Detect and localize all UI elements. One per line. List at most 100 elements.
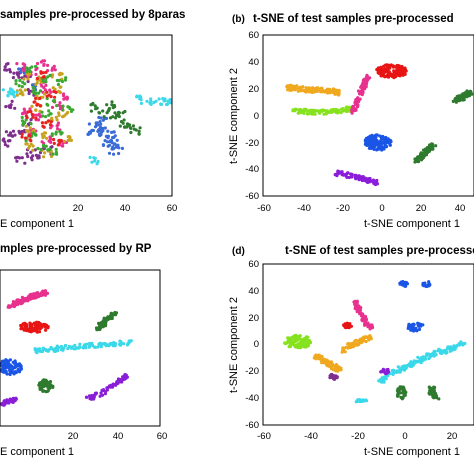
scatter-point-p2-c1 xyxy=(21,323,25,327)
panel-c-axes xyxy=(0,269,161,427)
scatter-point-p2-c4 xyxy=(8,358,12,362)
scatter-point-p0-c3 xyxy=(34,108,38,112)
scatter-point-p1-c1 xyxy=(319,109,323,113)
scatter-point-p3-c6 xyxy=(440,350,444,354)
scatter-point-p2-c3 xyxy=(126,342,130,346)
scatter-point-p3-c6 xyxy=(432,349,436,353)
scatter-point-p3-c9 xyxy=(423,282,427,286)
panel-d-xtick: -20 xyxy=(351,431,365,442)
scatter-point-p2-c4 xyxy=(7,366,11,370)
scatter-point-p0-c6 xyxy=(138,126,142,130)
panel-a-axes xyxy=(0,34,173,197)
scatter-point-p0-c4 xyxy=(54,147,58,151)
panel-b-label: (b) xyxy=(232,14,245,25)
scatter-point-p2-c7 xyxy=(10,400,14,404)
scatter-point-p0-c7 xyxy=(159,102,164,106)
scatter-point-p3-c1 xyxy=(363,322,367,326)
scatter-point-p0-c4 xyxy=(25,69,29,74)
scatter-point-p3-c3 xyxy=(339,368,343,372)
scatter-point-p1-c3 xyxy=(379,74,383,78)
scatter-point-p2-c0 xyxy=(43,289,48,293)
scatter-point-p0-c3 xyxy=(62,139,66,143)
scatter-point-p0-c7 xyxy=(168,101,173,105)
panel-a-xtick: 20 xyxy=(73,203,84,214)
scatter-point-p3-c1 xyxy=(356,309,360,313)
scatter-point-p3-c6 xyxy=(381,378,385,383)
scatter-point-p0-c0 xyxy=(8,139,12,143)
scatter-point-p3-c6 xyxy=(416,359,420,363)
scatter-point-p1-c2 xyxy=(358,90,363,94)
scatter-point-p1-c2 xyxy=(351,104,355,108)
scatter-point-p1-c6 xyxy=(345,175,349,179)
scatter-point-p1-c4 xyxy=(388,142,392,146)
scatter-point-p0-c0 xyxy=(3,68,7,72)
scatter-point-p2-c3 xyxy=(41,346,45,350)
scatter-point-p3-c1 xyxy=(353,305,358,309)
scatter-point-p0-c2 xyxy=(65,97,69,101)
scatter-point-p0-c5 xyxy=(59,138,63,143)
scatter-point-p1-c7 xyxy=(466,93,470,97)
scatter-point-p1-c5 xyxy=(419,151,423,155)
scatter-point-p0-c0 xyxy=(34,153,39,157)
scatter-point-p0-c6 xyxy=(90,102,95,106)
scatter-point-p2-c1 xyxy=(37,323,41,327)
scatter-point-p2-c3 xyxy=(99,345,103,349)
scatter-point-p3-c6 xyxy=(405,364,409,368)
scatter-point-p1-c4 xyxy=(368,145,372,149)
scatter-point-p0-c7 xyxy=(139,101,143,105)
scatter-point-p1-c7 xyxy=(461,98,465,102)
scatter-point-p1-c6 xyxy=(375,182,379,186)
scatter-point-p0-c1 xyxy=(115,145,119,149)
scatter-point-p0-c5 xyxy=(25,116,29,120)
scatter-point-p2-c3 xyxy=(119,340,123,344)
scatter-point-p0-c3 xyxy=(50,154,54,159)
scatter-point-p1-c6 xyxy=(357,175,361,179)
scatter-point-p2-c6 xyxy=(85,395,89,399)
scatter-point-p1-c5 xyxy=(434,144,438,148)
scatter-point-p2-c0 xyxy=(17,298,21,303)
scatter-point-p0-c1 xyxy=(98,120,102,124)
scatter-point-p1-c2 xyxy=(364,82,368,86)
scatter-point-p2-c5 xyxy=(41,389,45,393)
scatter-point-p2-c1 xyxy=(30,324,34,328)
scatter-point-p0-c1 xyxy=(94,121,98,125)
scatter-point-p0-c2 xyxy=(62,92,66,96)
panel-b-xtick: -60 xyxy=(257,203,271,214)
scatter-point-p1-c4 xyxy=(383,142,387,146)
scatter-point-p1-c1 xyxy=(305,112,309,116)
scatter-point-p2-c6 xyxy=(99,391,103,395)
scatter-point-p3-c6 xyxy=(408,364,413,368)
panel-b: (b) t-SNE of test samples pre-processed … xyxy=(228,13,474,230)
panel-d-plot xyxy=(283,280,467,404)
scatter-point-p1-c0 xyxy=(332,89,336,93)
scatter-point-p1-c3 xyxy=(401,68,405,72)
scatter-point-p0-c6 xyxy=(110,103,114,107)
scatter-point-p0-c4 xyxy=(44,115,48,119)
scatter-point-p0-c4 xyxy=(17,84,21,88)
scatter-point-p0-c6 xyxy=(113,111,117,115)
scatter-point-p0-c1 xyxy=(111,135,115,140)
scatter-point-p0-c0 xyxy=(23,74,27,78)
scatter-point-p3-c7 xyxy=(417,327,422,331)
scatter-point-p0-c6 xyxy=(107,106,111,111)
panel-c-xtick: 60 xyxy=(157,431,168,442)
panel-b-plot xyxy=(285,63,474,187)
scatter-point-p0-c6 xyxy=(137,132,141,136)
scatter-point-p1-c0 xyxy=(297,86,301,91)
scatter-point-p1-c3 xyxy=(386,73,390,77)
scatter-point-p0-c3 xyxy=(18,88,23,92)
scatter-point-p0-c5 xyxy=(45,90,49,94)
scatter-point-p1-c4 xyxy=(372,142,376,146)
scatter-point-p0-c4 xyxy=(45,96,49,101)
scatter-point-p3-c12 xyxy=(385,368,389,372)
scatter-point-p0-c4 xyxy=(57,78,61,82)
scatter-point-p0-c2 xyxy=(34,113,39,117)
scatter-point-p0-c0 xyxy=(26,122,30,126)
scatter-point-p0-c5 xyxy=(38,96,42,100)
scatter-point-p1-c5 xyxy=(424,147,428,152)
scatter-point-p3-c4 xyxy=(361,336,365,340)
scatter-point-p1-c1 xyxy=(302,110,306,114)
panel-c-xticks: 20 40 60 xyxy=(68,431,168,442)
scatter-point-p2-c5 xyxy=(50,385,54,389)
